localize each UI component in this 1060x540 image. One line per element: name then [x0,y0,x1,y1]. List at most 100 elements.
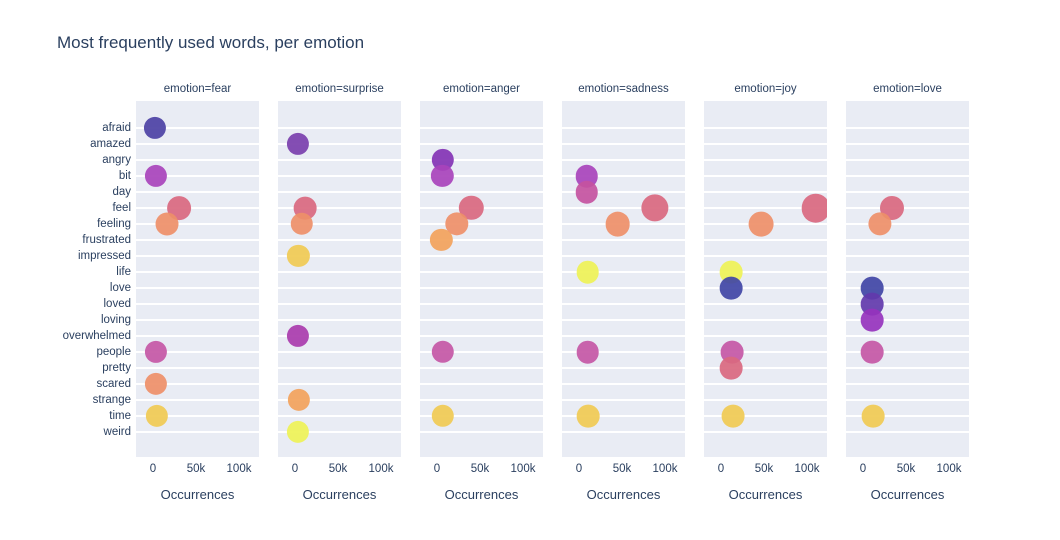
data-point-people[interactable] [144,340,167,364]
x-axis-title: Occurrences [302,487,377,502]
data-point-feeling[interactable] [445,212,469,236]
gridline [420,383,543,385]
data-point-impressed[interactable] [287,244,310,268]
x-tick-label: 100k [510,463,536,475]
data-point-feeling[interactable] [749,211,774,237]
gridline [420,175,543,177]
gridline [562,271,685,273]
gridline [846,255,969,257]
gridline [420,431,543,433]
y-tick-label-loved: loved [103,298,132,310]
gridline [704,175,827,177]
gridline [136,351,259,353]
gridline [420,287,543,289]
data-point-feel[interactable] [801,193,827,223]
y-tick-label-angry: angry [102,154,131,166]
gridline [278,287,401,289]
y-tick-label-impressed: impressed [77,250,131,262]
data-point-love[interactable] [719,276,743,300]
y-tick-label-day: day [112,186,131,198]
data-point-feeling[interactable] [605,211,631,237]
y-tick-label-feel: feel [112,202,131,214]
data-point-strange[interactable] [287,388,310,412]
gridline [136,223,259,225]
facet-header: emotion=anger [442,83,521,95]
data-point-feeling[interactable] [155,212,179,236]
gridline [136,255,259,257]
x-tick-label: 0 [717,463,725,475]
data-point-people[interactable] [431,340,455,364]
gridline [562,431,685,433]
y-tick-label-overwhelmed: overwhelmed [62,330,131,342]
gridline [420,223,543,225]
data-point-life[interactable] [576,260,599,284]
data-point-time[interactable] [721,404,745,428]
gridline [136,239,259,241]
x-tick-label: 0 [291,463,299,475]
gridline [846,383,969,385]
gridline [704,383,827,385]
data-point-loving[interactable] [861,308,884,332]
data-point-pretty[interactable] [719,356,743,380]
gridline [704,239,827,241]
gridline [278,207,401,209]
gridline [846,207,969,209]
gridline [562,159,685,161]
x-tick-label: 50k [186,463,206,475]
data-point-afraid[interactable] [144,116,167,140]
gridline [136,415,259,417]
data-point-weird[interactable] [286,420,310,444]
x-axis-title: Occurrences [728,487,803,502]
facet-header: emotion=sadness [578,83,669,95]
data-point-bit[interactable] [430,164,454,188]
facet-panel [704,101,827,457]
x-tick-label: 50k [612,463,632,475]
gridline [704,431,827,433]
data-point-bit[interactable] [144,164,167,188]
gridline [136,191,259,193]
data-point-feeling[interactable] [868,212,892,236]
data-point-time[interactable] [431,404,455,428]
x-tick-label: 0 [575,463,583,475]
facet-panel [420,101,543,457]
data-point-day[interactable] [575,180,598,204]
data-point-frustrated[interactable] [430,228,453,252]
gridline [562,287,685,289]
gridline [420,303,543,305]
x-tick-label: 0 [433,463,441,475]
gridline [278,319,401,321]
gridline [562,191,685,193]
gridline [420,191,543,193]
data-point-time[interactable] [861,404,885,428]
gridline [420,399,543,401]
gridline [846,335,969,337]
data-point-feel[interactable] [641,194,669,222]
gridline [562,127,685,129]
data-point-amazed[interactable] [286,132,309,156]
gridline [562,335,685,337]
gridline [846,159,969,161]
gridline [420,255,543,257]
x-tick-label: 50k [328,463,348,475]
gridline [846,415,969,417]
gridline [704,415,827,417]
data-point-overwhelmed[interactable] [286,324,309,348]
gridline [136,287,259,289]
data-point-feeling[interactable] [290,212,314,236]
gridline [704,303,827,305]
data-point-people[interactable] [576,340,599,364]
data-point-time[interactable] [577,404,600,428]
data-point-scared[interactable] [144,372,168,396]
gridline [704,367,827,369]
data-point-people[interactable] [861,340,884,364]
gridline [420,127,543,129]
gridline [136,319,259,321]
chart-title: Most frequently used words, per emotion [57,33,365,52]
gridline [278,271,401,273]
gridline [704,399,827,401]
data-point-time[interactable] [145,404,168,428]
gridline [562,239,685,241]
gridline [846,287,969,289]
gridline [704,207,827,209]
